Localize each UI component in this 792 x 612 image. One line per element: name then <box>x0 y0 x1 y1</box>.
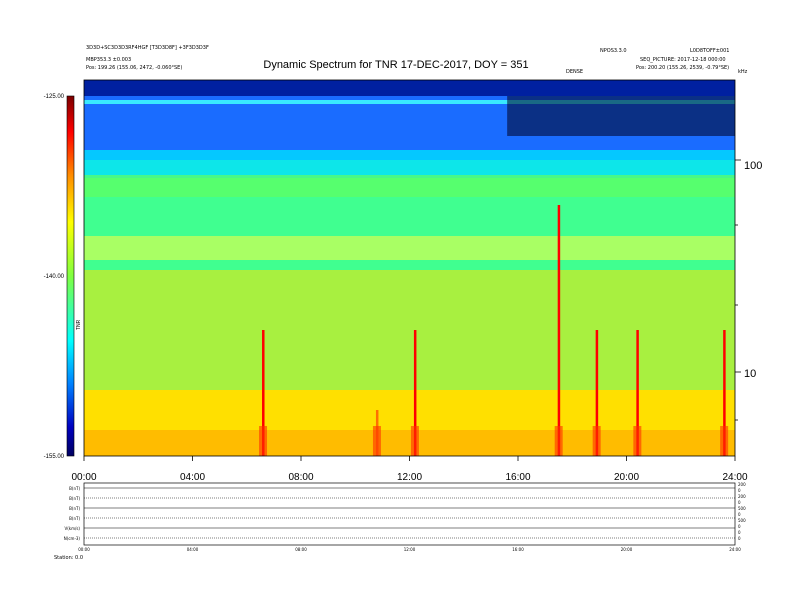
aux-time-label: 16:00 <box>512 547 524 552</box>
chart-title: Dynamic Spectrum for TNR 17-DEC-2017, DO… <box>263 59 529 71</box>
burst-base <box>410 426 419 456</box>
auxiliary-panel: B(nT)B(nT)B(nT)B(nT)V(km/s)N(cm-3)200020… <box>64 482 746 552</box>
burst-streak <box>595 330 599 456</box>
time-tick-label: 20:00 <box>614 472 639 483</box>
spectrum-transition-cyan <box>84 150 735 178</box>
burst-base <box>633 426 642 456</box>
burst-base <box>554 426 563 456</box>
footer-label: Station: 0.0 <box>54 555 84 561</box>
burst-streak <box>557 205 561 456</box>
auxiliary-frame <box>83 482 736 546</box>
freq-tick-100: 100 <box>744 160 762 172</box>
aux-time-label: 08:00 <box>295 547 307 552</box>
aux-time-label: 12:00 <box>404 547 416 552</box>
spectrum-transition-green <box>84 175 735 197</box>
time-tick-label: 04:00 <box>180 472 205 483</box>
time-tick-label: 08:00 <box>288 472 313 483</box>
header-info-right-3: SEQ_PICTURE: 2017-12-18 000:00 <box>640 57 726 63</box>
spectrum-dark-region <box>507 96 735 136</box>
aux-right-label: 500 <box>738 518 746 523</box>
colorbar <box>66 95 75 457</box>
burst-base <box>720 426 729 456</box>
aux-right-label: 200 <box>738 482 746 487</box>
header-info-right-4: Pos: 200.20 (155.26, 2539, -0.79°SE) <box>636 65 730 71</box>
aux-time-label: 04:00 <box>187 547 199 552</box>
header-info-left-1: 3D3D+SC3D3D3RF4HGF [T3D3D8F] +3F3D3D3F <box>86 45 209 51</box>
colorbar-tick-bottom: -155.00 <box>44 454 65 460</box>
colorbar-tick-top: -125.00 <box>44 94 65 100</box>
aux-right-label: 0 <box>738 536 741 541</box>
aux-right-label: 200 <box>738 494 746 499</box>
aux-time-label: 24:00 <box>729 547 741 552</box>
aux-right-label: 0 <box>738 488 741 493</box>
spectrum-low-orange <box>84 430 735 456</box>
header-info-left-3: Pos: 199.26 (155.06, 2472, -0.060°SE) <box>86 65 183 71</box>
spectrogram-area <box>83 79 736 457</box>
spectrum-yellow-ridge <box>84 236 735 260</box>
burst-base <box>372 426 381 456</box>
burst-streak <box>413 330 417 456</box>
aux-row-label: B(nT) <box>69 496 80 501</box>
header-info-right-2: L0D8TOFF±001 <box>690 48 730 54</box>
aux-right-label: 0 <box>738 530 741 535</box>
aux-right-label: 0 <box>738 512 741 517</box>
aux-right-label: 0 <box>738 524 741 529</box>
aux-row-label: B(nT) <box>69 486 80 491</box>
aux-row-label: V(km/s) <box>64 526 80 531</box>
burst-base <box>592 426 601 456</box>
spectrum-top-stripe <box>84 100 735 104</box>
aux-right-label: 500 <box>738 506 746 511</box>
burst-base <box>259 426 268 456</box>
time-tick-label: 12:00 <box>397 472 422 483</box>
burst-streak <box>723 330 726 456</box>
header-mark: DENSE <box>566 69 584 75</box>
colorbar-tick-mid: -140.00 <box>44 274 65 280</box>
aux-row-label: B(nT) <box>69 506 80 511</box>
burst-streak <box>636 330 639 456</box>
freq-unit-label: kHz <box>738 69 748 75</box>
time-tick-label: 16:00 <box>505 472 530 483</box>
aux-time-label: 20:00 <box>621 547 633 552</box>
header-info-left-2: MBP353.3 ±0.003 <box>86 57 132 63</box>
time-tick-label: 00:00 <box>71 472 96 483</box>
spectrum-band <box>84 270 735 390</box>
aux-right-label: 0 <box>738 500 741 505</box>
spectrum-band <box>84 80 735 96</box>
header-info-right-1: NPOS3.3.0 <box>600 48 627 54</box>
freq-tick-10: 10 <box>744 368 756 380</box>
time-tick-label: 24:00 <box>722 472 747 483</box>
burst-streak <box>262 330 265 456</box>
colorbar-label: TNR <box>76 319 82 330</box>
aux-row-label: B(nT) <box>69 516 80 521</box>
aux-time-label: 00:00 <box>78 547 90 552</box>
aux-row-label: N(cm-3) <box>64 536 81 541</box>
